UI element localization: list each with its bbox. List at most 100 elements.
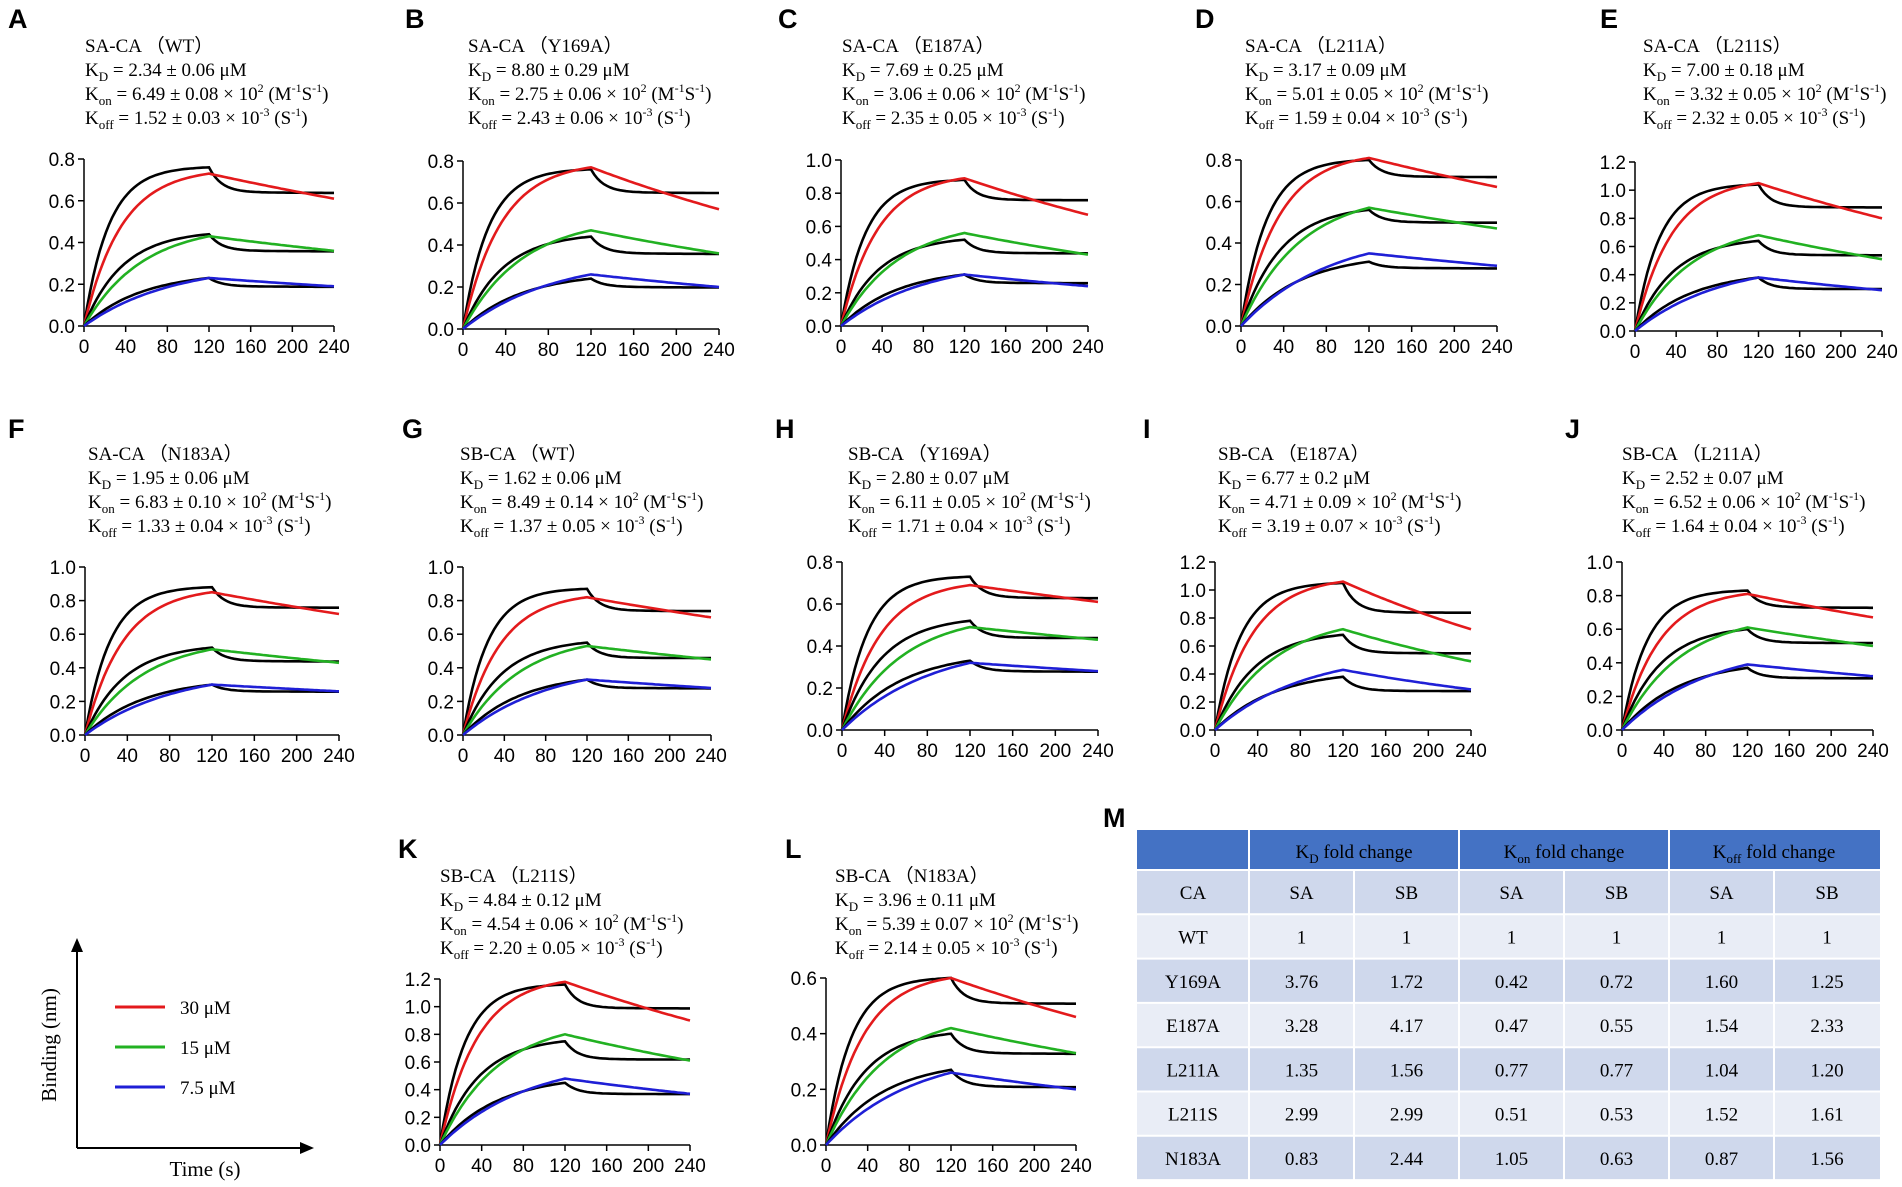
raw-trace-7.5uM	[824, 1068, 1076, 1146]
kon-unit-exp: -1	[1870, 81, 1880, 95]
kon-unit-exp: -1	[1850, 81, 1860, 95]
kd-symbol: K	[835, 890, 849, 911]
group-symbol: K	[1713, 842, 1727, 863]
koff-exponent: -3	[1818, 105, 1828, 119]
kon-unit-exp: -1	[695, 81, 705, 95]
x-tick-label: 0	[1210, 741, 1221, 762]
fit-curve-15uM	[1239, 206, 1498, 327]
panel-label: C	[778, 4, 798, 34]
y-tick-label: 0.4	[1206, 234, 1233, 255]
panel-title: SB-CA （WT）	[460, 443, 587, 465]
kon-unit-exp: -1	[1849, 489, 1859, 503]
x-tick-label: 80	[159, 746, 180, 767]
legend-label: 30 μM	[180, 998, 231, 1019]
koff-unit: (S	[645, 516, 667, 537]
kon-subscript: on	[454, 923, 468, 938]
y-tick-label: 0.6	[806, 217, 832, 238]
kd-subscript: D	[454, 899, 463, 914]
y-tick-label: 0.8	[1206, 151, 1232, 172]
table-row	[1137, 1091, 1880, 1136]
y-tick-label: 0.0	[49, 317, 75, 338]
koff-unit-exp: -1	[1041, 935, 1051, 949]
kon-unit: S	[302, 84, 313, 105]
kd-value: = 8.80 ± 0.29 μM	[491, 60, 630, 81]
x-tick-label: 80	[913, 337, 934, 358]
kd-symbol: K	[88, 468, 102, 489]
y-tick-label: 0.2	[1600, 294, 1626, 315]
x-tick-label: 160	[997, 741, 1029, 762]
koff-exponent: -3	[643, 105, 653, 119]
table-cell: 1	[1297, 927, 1307, 948]
group-label: fold change	[1319, 842, 1413, 863]
x-tick-label: 240	[1481, 337, 1513, 358]
koff-annotation: Koff = 1.64 ± 0.04 × 10-3 (S-1)	[1622, 513, 1845, 540]
kon-symbol: K	[835, 914, 849, 935]
x-tick-label: 40	[115, 337, 136, 358]
koff-annotation: Koff = 1.37 ± 0.05 × 10-3 (S-1)	[460, 513, 683, 540]
koff-subscript: off	[99, 117, 115, 132]
kon-unit-exp: -1	[1062, 911, 1072, 925]
raw-trace-15uM	[82, 232, 335, 327]
koff-unit: )	[1064, 516, 1070, 537]
table-cell: 1.04	[1705, 1060, 1739, 1081]
fit-curve-7.5uM	[841, 661, 1099, 731]
x-tick-label: 80	[1290, 741, 1311, 762]
x-tick-label: 160	[238, 746, 270, 767]
raw-trace-15uM	[438, 1039, 690, 1146]
x-tick-label: 240	[1857, 741, 1889, 762]
fit-curve-7.5uM	[1621, 663, 1874, 731]
kon-unit-exp: -1	[1042, 911, 1052, 925]
koff-unit: (S	[1033, 516, 1055, 537]
kon-unit: )	[1482, 84, 1488, 105]
raw-trace-7.5uM	[1621, 666, 1873, 731]
y-tick-label: 1.2	[1180, 553, 1206, 574]
x-tick-label: 0	[458, 746, 469, 767]
koff-unit-exp: -1	[291, 105, 301, 119]
panel-label: E	[1600, 4, 1618, 34]
panel-label: B	[405, 4, 425, 34]
y-tick-label: 0.6	[50, 625, 76, 646]
table-cell: WT	[1178, 927, 1208, 948]
y-tick-label: 0.4	[49, 234, 76, 255]
kd-annotation: KD = 3.96 ± 0.11 μM	[835, 890, 996, 914]
y-axis-title: Binding (nm)	[37, 988, 61, 1102]
group-header: Kon fold change	[1504, 842, 1625, 866]
subheader-cell: CA	[1180, 883, 1207, 904]
x-tick-label: 120	[949, 337, 981, 358]
table-cell: 3.76	[1285, 972, 1318, 993]
x-tick-label: 80	[1316, 337, 1337, 358]
subheader-row	[1137, 870, 1880, 915]
fit-curve-7.5uM	[84, 683, 340, 737]
kd-annotation: KD = 2.80 ± 0.07 μM	[848, 468, 1010, 492]
raw-trace-30uM	[839, 178, 1088, 327]
x-tick-label: 200	[1815, 741, 1847, 762]
y-tick-label: 0.0	[791, 1136, 817, 1157]
koff-subscript: off	[474, 525, 490, 540]
y-tick-label: 0.6	[1206, 193, 1232, 214]
legend-y-arrowhead	[71, 938, 83, 952]
y-tick-label: 0.8	[1587, 587, 1613, 608]
kon-unit: (M	[1397, 492, 1425, 513]
raw-trace-15uM	[840, 619, 1098, 731]
kon-subscript: on	[862, 501, 876, 516]
y-tick-label: 0.4	[1600, 266, 1627, 287]
kd-value: = 3.17 ± 0.09 μM	[1268, 60, 1407, 81]
table-cell: 1.60	[1705, 972, 1738, 993]
table-cell: 2.33	[1810, 1016, 1843, 1037]
x-tick-label: 80	[917, 741, 938, 762]
koff-value: = 2.14 ± 0.05 × 10	[864, 938, 1010, 959]
kd-subscript: D	[849, 899, 858, 914]
koff-symbol: K	[440, 938, 454, 959]
table-row	[1137, 1002, 1880, 1048]
koff-value: = 1.33 ± 0.04 × 10	[117, 516, 263, 537]
kd-symbol: K	[1218, 468, 1232, 489]
koff-annotation: Koff = 2.35 ± 0.05 × 10-3 (S-1)	[842, 105, 1065, 132]
kd-annotation: KD = 6.77 ± 0.2 μM	[1218, 468, 1370, 492]
kon-unit: )	[1859, 492, 1865, 513]
koff-annotation: Koff = 3.19 ± 0.07 × 10-3 (S-1)	[1218, 513, 1441, 540]
kon-symbol: K	[1218, 492, 1232, 513]
x-tick-label: 80	[1695, 741, 1716, 762]
kd-value: = 7.00 ± 0.18 μM	[1666, 60, 1805, 81]
kon-unit: S	[1462, 84, 1473, 105]
